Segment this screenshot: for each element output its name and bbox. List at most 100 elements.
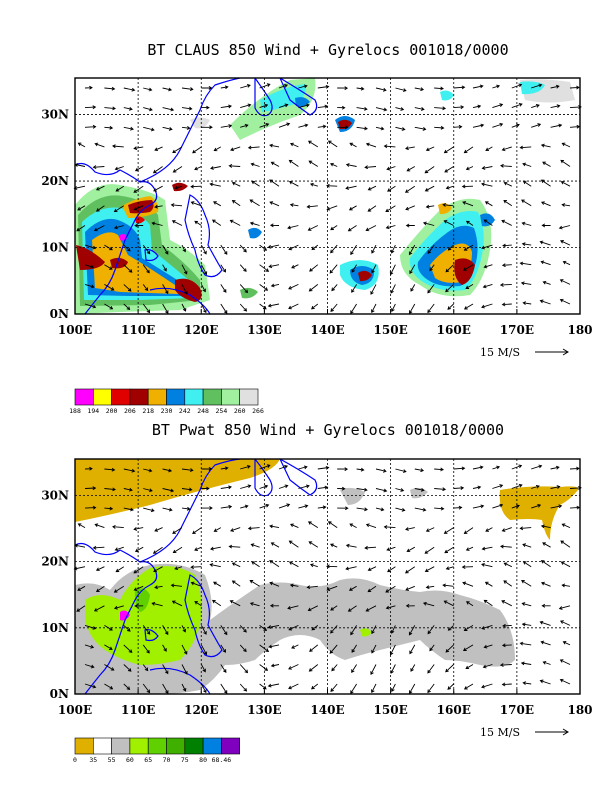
wind-vector bbox=[326, 564, 338, 569]
wind-vector bbox=[288, 683, 299, 690]
wind-vector bbox=[443, 220, 454, 226]
wind-vector bbox=[269, 201, 280, 207]
wind-vector bbox=[240, 103, 252, 109]
wind-vector bbox=[472, 465, 484, 470]
colorbar-swatch bbox=[93, 737, 112, 755]
panel1-coastlines bbox=[75, 78, 318, 314]
wind-vector bbox=[351, 644, 357, 653]
wind-vector bbox=[123, 625, 131, 632]
lat-tick-label: 20N bbox=[41, 555, 69, 569]
wind-vector bbox=[269, 603, 280, 608]
wind-vector bbox=[308, 664, 319, 672]
wind-vector bbox=[190, 184, 202, 189]
wind-vector bbox=[142, 625, 151, 635]
wind-vector bbox=[209, 182, 221, 187]
lon-tick-label: 180 bbox=[567, 323, 592, 337]
wind-vector bbox=[519, 261, 532, 266]
wind-vector bbox=[345, 185, 357, 190]
wind-vector bbox=[269, 223, 280, 228]
wind-vector bbox=[434, 86, 444, 91]
wind-vector bbox=[539, 620, 551, 626]
wind-vector bbox=[270, 161, 280, 167]
wind-vector bbox=[181, 644, 188, 655]
wind-vector bbox=[531, 83, 543, 89]
wind-vector bbox=[133, 526, 144, 531]
wind-vector bbox=[445, 644, 454, 653]
wind-vector bbox=[259, 123, 270, 128]
wind-vector bbox=[104, 106, 116, 111]
wind-vector bbox=[414, 107, 425, 111]
wind-vector bbox=[521, 602, 532, 607]
wind-vector bbox=[230, 527, 241, 532]
wind-vector bbox=[142, 664, 149, 672]
wind-vector bbox=[170, 583, 183, 588]
wind-vector bbox=[308, 284, 319, 292]
wind-vector bbox=[220, 466, 229, 471]
wind-vector bbox=[386, 166, 396, 171]
wind-vector bbox=[511, 504, 520, 509]
wind-vector bbox=[434, 106, 447, 111]
wind-vector bbox=[522, 180, 532, 187]
wind-vector bbox=[249, 580, 260, 587]
wind-vector bbox=[367, 205, 377, 212]
wind-vector bbox=[192, 527, 202, 534]
wind-vector bbox=[445, 284, 454, 293]
wind-vector bbox=[240, 123, 249, 128]
wind-vector bbox=[143, 87, 153, 92]
wind-vector bbox=[330, 605, 338, 611]
wind-vector bbox=[370, 664, 377, 675]
wind-vector bbox=[298, 123, 309, 128]
wind-vector bbox=[154, 585, 163, 590]
wind-vector bbox=[84, 466, 93, 471]
wind-vector bbox=[540, 581, 551, 587]
wind-vector bbox=[278, 103, 289, 109]
wind-vector bbox=[134, 546, 144, 552]
wind-vector bbox=[560, 540, 571, 548]
wind-vector bbox=[453, 486, 465, 490]
wind-vector bbox=[329, 264, 338, 274]
wind-vector bbox=[539, 240, 551, 246]
wind-vector bbox=[409, 683, 416, 695]
wind-vector bbox=[409, 644, 416, 655]
colorbar-swatch bbox=[74, 737, 94, 755]
wind-vector bbox=[220, 504, 233, 509]
wind-vector bbox=[443, 527, 454, 534]
wind-vector bbox=[465, 546, 474, 551]
wind-vector bbox=[249, 602, 260, 607]
wind-vector bbox=[453, 105, 465, 110]
wind-vector bbox=[330, 543, 338, 548]
wind-vector bbox=[123, 87, 136, 92]
panel2-map bbox=[75, 459, 579, 694]
wind-vector bbox=[231, 200, 241, 207]
wind-vector bbox=[84, 486, 97, 491]
wind-vector bbox=[298, 504, 309, 509]
wind-vector bbox=[181, 264, 188, 275]
wind-vector bbox=[492, 465, 501, 470]
wind-vector bbox=[311, 683, 319, 690]
wind-vector bbox=[143, 126, 155, 132]
wind-vector bbox=[201, 86, 213, 90]
colorbar-label: 248 bbox=[197, 407, 209, 415]
wind-vector bbox=[465, 664, 474, 670]
lon-tick-label: 130E bbox=[247, 703, 281, 717]
wind-vector bbox=[521, 580, 532, 587]
wind-vector bbox=[259, 244, 268, 251]
colorbar-swatch bbox=[184, 388, 204, 406]
wind-vector bbox=[351, 264, 357, 273]
wind-vector bbox=[317, 104, 329, 109]
wind-vector bbox=[162, 303, 169, 314]
wind-vector bbox=[550, 104, 561, 109]
wind-vector bbox=[84, 303, 97, 309]
wind-vector bbox=[267, 244, 280, 249]
wind-vector bbox=[531, 484, 540, 489]
wind-vector bbox=[542, 280, 551, 285]
lon-tick-label: 140E bbox=[310, 323, 344, 337]
wind-vector bbox=[501, 643, 512, 648]
wind-vector bbox=[409, 264, 416, 275]
wind-vector bbox=[259, 644, 270, 653]
wind-vector bbox=[259, 625, 268, 632]
wind-vector bbox=[190, 565, 202, 570]
wind-vector bbox=[154, 527, 163, 532]
wind-vector bbox=[481, 546, 493, 551]
colorbar-label: 75 bbox=[181, 756, 189, 764]
